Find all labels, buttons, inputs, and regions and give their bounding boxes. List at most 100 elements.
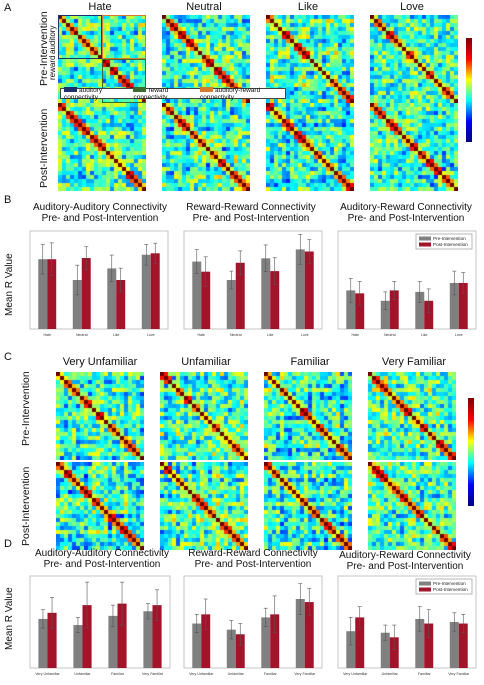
col-head-unfamiliar: Unfamiliar [181, 356, 231, 368]
col-head-neutral: Neutral [186, 1, 222, 13]
x-tick-label: Neutral [76, 333, 88, 337]
x-tick-label: Unfamiliar [382, 672, 399, 676]
bar-post-3 [458, 282, 468, 329]
matrix-post-hate [58, 103, 146, 191]
chart-title-b2: Reward-Reward Connectivity Pre- and Post-… [186, 202, 316, 224]
bar-post-1 [389, 637, 399, 668]
legend-swatch-reward [133, 87, 147, 93]
bar-pre-3 [449, 282, 459, 329]
bar-post-1 [235, 634, 245, 668]
bar-pre-0 [346, 290, 356, 329]
connectivity-legend: auditory connectivity reward connectivit… [60, 86, 286, 101]
auditory-reward-block-outline [102, 15, 146, 59]
bar-post-1 [235, 262, 245, 329]
chart-d-auditory-auditory: Very Unfamiliar Unfamiliar Familiar Very Fa… [29, 575, 171, 676]
panel-letter-b: B [4, 194, 12, 206]
x-tick-label: Hate [351, 333, 359, 337]
x-tick-label: Unfamiliar [74, 672, 91, 676]
colorbar-c [468, 398, 474, 506]
bar-post-3 [304, 602, 314, 668]
bar-pre-1 [72, 280, 82, 329]
legend-label: Post-Intervention [433, 242, 468, 247]
bar-post-0 [47, 612, 57, 668]
chart-title-d3: Auditory-Reward Connectivity Pre- and Pos… [339, 550, 471, 572]
chart-b-auditory-reward: Hate Neutral Like Love Pre-InterventionPost-… [337, 230, 477, 337]
matrix-pre-familiar [264, 372, 352, 460]
col-head-familiar: Familiar [290, 356, 330, 368]
x-tick-label: Neutral [384, 333, 396, 337]
bar-pre-1 [73, 625, 83, 668]
chart-title-b1: Auditory-Auditory Connectivity Pre- and P… [33, 202, 167, 224]
x-tick-label: Very Unfamiliar [35, 672, 60, 676]
bar-pre-0 [346, 631, 356, 668]
bar-pre-3 [141, 254, 151, 329]
bar-pre-2 [415, 618, 425, 668]
x-tick-label: Familiar [264, 672, 278, 676]
matrix-post-very-unfamiliar [56, 462, 144, 550]
bar-pre-0 [192, 623, 202, 668]
legend-swatch-auditory-reward [200, 87, 214, 93]
colorbar-a [466, 38, 472, 142]
col-head-like: Like [297, 1, 319, 13]
matrix-post-familiar [264, 462, 352, 550]
bar-post-1 [81, 258, 91, 329]
x-tick-label: Very Familiar [294, 672, 316, 676]
bar-pre-3 [295, 249, 305, 329]
bar-pre-2 [415, 291, 425, 329]
bar-pre-2 [107, 268, 117, 329]
auditory-block-outline [58, 15, 102, 59]
bar-post-0 [47, 259, 57, 329]
panel-letter-d: D [4, 538, 12, 550]
row-label-post: Post-Intervention [38, 108, 50, 188]
x-tick-label: Love [455, 333, 463, 337]
legend-reward: reward connectivity [133, 86, 169, 101]
chart-title-d2: Reward-Reward Connectivity Pre- and Post-… [188, 548, 318, 570]
panel-letter-c: C [4, 351, 12, 363]
x-tick-label: Neutral [230, 333, 242, 337]
bar-pre-2 [261, 258, 271, 329]
bar-post-2 [270, 271, 280, 329]
matrix-post-unfamiliar [160, 462, 248, 550]
matrix-pre-unfamiliar [160, 372, 248, 460]
bar-post-2 [424, 300, 434, 329]
legend-swatch-auditory [64, 87, 77, 93]
bar-post-2 [270, 614, 280, 668]
col-head-very-familiar: Very Familiar [381, 356, 447, 368]
legend-auditory-reward: auditory-reward connectivity [200, 86, 261, 101]
x-tick-label: Very Familiar [142, 672, 164, 676]
chart-b-auditory-auditory: Hate Neutral Like Love [29, 230, 169, 337]
bar-post-0 [355, 617, 365, 668]
x-tick-label: Very Unfamiliar [189, 672, 214, 676]
bar-post-3 [304, 251, 314, 329]
bar-post-0 [355, 293, 365, 329]
row-label-pre-c: Pre-Intervention [20, 371, 32, 446]
bar-post-2 [116, 280, 126, 329]
bar-post-3 [150, 253, 160, 329]
col-head-very-unfamiliar: Very Unfamiliar [62, 356, 138, 368]
panel-letter-a: A [4, 2, 12, 14]
row-label-post-c: Post-Intervention [20, 466, 32, 546]
bar-pre-1 [380, 300, 390, 329]
bar-pre-2 [108, 615, 118, 668]
x-tick-label: Love [301, 333, 309, 337]
chart-d-reward-reward: Very Unfamiliar Unfamiliar Familiar Very Fa… [183, 575, 323, 676]
x-tick-label: Hate [197, 333, 205, 337]
bar-pre-1 [226, 280, 236, 329]
matrix-post-like [266, 103, 354, 191]
sublabel-auditory: auditory [48, 25, 57, 54]
matrix-pre-very-unfamiliar [56, 372, 144, 460]
bar-post-1 [389, 290, 399, 329]
chart-d-auditory-reward: Very Unfamiliar Unfamiliar Familiar Very Fa… [337, 575, 477, 676]
sublabel-reward: reward [48, 55, 57, 80]
x-tick-label: Very Unfamiliar [343, 672, 368, 676]
x-tick-label: Like [267, 333, 274, 337]
chart-b-reward-reward: Hate Neutral Like Love [183, 230, 323, 337]
bar-post-2 [424, 623, 434, 668]
matrix-post-love [370, 103, 458, 191]
x-tick-label: Like [113, 333, 120, 337]
legend-swatch [419, 242, 431, 247]
matrix-pre-very-familiar [368, 372, 456, 460]
legend-auditory: auditory connectivity [64, 86, 103, 101]
bar-post-2 [117, 603, 127, 668]
y-axis-label-d: Mean R Value [4, 587, 15, 650]
